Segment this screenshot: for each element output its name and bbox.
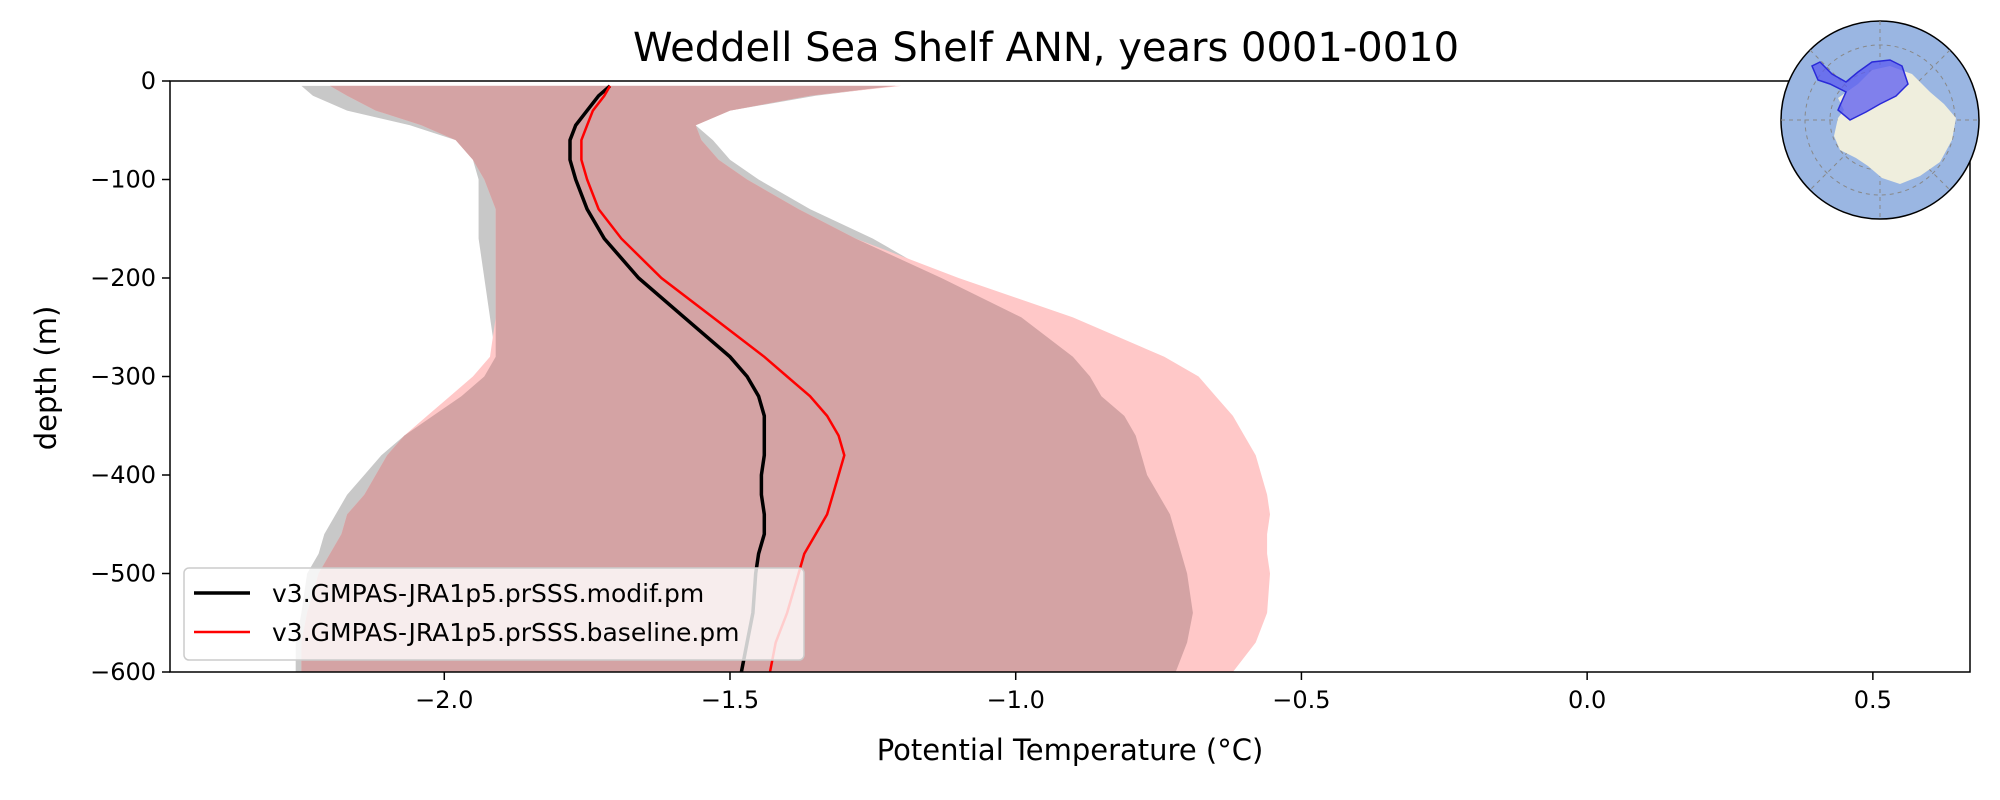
y-tick-label: −300 [90,363,156,391]
y-tick-label: −200 [90,264,156,292]
y-tick-label: −500 [90,560,156,588]
baseline-series-line [580,85,846,672]
plot-area [295,84,1270,672]
x-tick-label: −0.5 [1272,686,1330,714]
y-tick-label: −600 [90,658,156,686]
legend: v3.GMPAS-JRA1p5.prSSS.modif.pm v3.GMPAS-… [183,567,805,661]
x-tick-label: −2.0 [415,686,473,714]
legend-label-modif: v3.GMPAS-JRA1p5.prSSS.modif.pm [272,579,704,608]
legend-box [183,567,805,661]
x-tick-label: 0.0 [1568,686,1606,714]
legend-label-baseline: v3.GMPAS-JRA1p5.prSSS.baseline.pm [272,618,740,647]
y-axis-label: depth (m) [29,306,63,451]
x-tick-label: 0.5 [1854,686,1892,714]
x-axis-label: Potential Temperature (°C) [877,733,1264,767]
x-tick-label: −1.5 [701,686,759,714]
antarctica-inset-map [1780,20,1980,220]
y-tick-label: −400 [90,461,156,489]
y-axis: 0 −100 −200 −300 −400 −500 −600 [90,67,170,686]
modif-series-line [568,84,767,672]
x-tick-label: −1.0 [987,686,1045,714]
weddell-sea-region [1811,59,1909,121]
y-tick-label: −100 [90,166,156,194]
y-tick-label: 0 [141,67,156,95]
x-axis: −2.0 −1.5 −1.0 −0.5 0.0 0.5 [415,672,1892,714]
chart-title: Weddell Sea Shelf ANN, years 0001-0010 [633,25,1459,71]
